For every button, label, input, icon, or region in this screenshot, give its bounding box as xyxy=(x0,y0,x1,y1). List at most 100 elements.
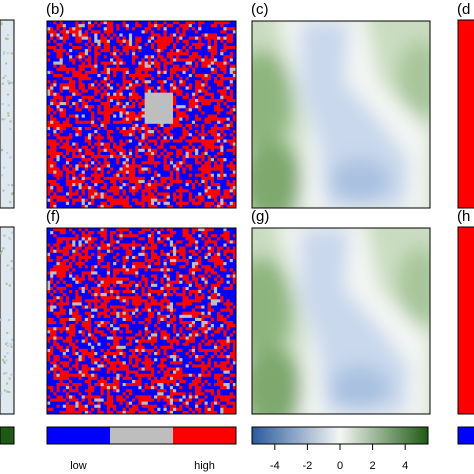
pixel xyxy=(106,271,111,275)
field-speck xyxy=(3,234,6,237)
pixel xyxy=(81,70,86,75)
pixel xyxy=(56,280,60,285)
pixel xyxy=(229,111,234,115)
pixel xyxy=(53,95,57,100)
pixel xyxy=(78,49,82,53)
pixel xyxy=(182,102,186,106)
pixel xyxy=(141,139,145,143)
pixel xyxy=(100,123,104,128)
pixel xyxy=(53,234,57,238)
pixel xyxy=(78,86,82,90)
pixel xyxy=(144,89,149,93)
pixel xyxy=(84,92,89,97)
pixel xyxy=(135,139,139,143)
pixel xyxy=(182,252,186,257)
pixel xyxy=(122,167,127,171)
pixel xyxy=(150,262,155,266)
pixel xyxy=(154,80,158,84)
pixel xyxy=(185,167,190,171)
pixel xyxy=(110,170,114,175)
field-speck xyxy=(11,82,14,85)
pixel xyxy=(91,64,95,69)
pixel xyxy=(198,80,202,84)
pixel xyxy=(213,290,218,294)
pixel xyxy=(87,145,92,150)
pixel xyxy=(56,61,60,65)
pixel xyxy=(62,36,67,40)
pixel xyxy=(69,61,73,65)
pixel xyxy=(65,198,70,203)
pixel xyxy=(188,231,193,235)
pixel xyxy=(150,228,155,232)
pixel xyxy=(87,136,92,140)
pixel xyxy=(232,186,237,190)
pixel xyxy=(150,283,155,288)
pixel xyxy=(128,262,133,266)
pixel xyxy=(188,277,193,281)
pixel xyxy=(75,290,79,294)
pixel xyxy=(47,39,51,44)
pixel xyxy=(69,283,73,288)
pixel xyxy=(56,158,60,162)
pixel xyxy=(116,280,120,285)
pixel xyxy=(141,136,145,140)
pixel xyxy=(106,155,111,159)
pixel xyxy=(188,45,193,50)
pixel xyxy=(191,120,196,125)
pixel xyxy=(217,114,221,118)
pixel xyxy=(157,252,161,257)
pixel xyxy=(81,286,86,291)
pixel xyxy=(119,36,123,40)
pixel xyxy=(150,265,155,269)
pixel xyxy=(191,39,196,44)
pixel xyxy=(113,92,117,97)
pixel xyxy=(169,176,174,181)
pixel xyxy=(128,183,133,187)
field-speck xyxy=(9,343,12,346)
pixel xyxy=(106,161,111,165)
pixel xyxy=(185,179,190,184)
pixel xyxy=(122,286,127,291)
pixel xyxy=(135,283,139,288)
pixel xyxy=(147,73,152,78)
field-speck xyxy=(5,371,8,374)
pixel xyxy=(217,286,221,291)
pixel xyxy=(154,39,158,44)
pixel xyxy=(78,271,82,275)
pixel xyxy=(135,39,139,44)
pixel xyxy=(122,246,127,250)
pixel xyxy=(94,195,98,199)
pixel xyxy=(81,240,86,244)
pixel xyxy=(204,228,208,232)
pixel xyxy=(226,114,230,118)
pixel xyxy=(125,246,130,250)
pixel xyxy=(50,42,54,47)
pixel xyxy=(185,21,190,25)
pixel xyxy=(135,252,139,257)
pixel xyxy=(198,271,202,275)
pixel xyxy=(56,45,60,50)
pixel xyxy=(81,277,86,281)
pixel xyxy=(150,151,155,156)
pixel xyxy=(204,255,208,260)
pixel xyxy=(157,142,161,146)
pixel xyxy=(110,277,114,281)
pixel xyxy=(116,201,120,206)
pixel xyxy=(135,268,139,272)
pixel xyxy=(157,98,161,103)
pixel xyxy=(56,36,60,40)
pixel xyxy=(135,49,139,53)
pixel xyxy=(185,42,190,47)
pixel xyxy=(91,36,95,40)
pixel xyxy=(91,145,95,150)
pixel xyxy=(144,120,149,125)
pixel xyxy=(191,231,196,235)
pixel xyxy=(84,42,89,47)
pixel xyxy=(150,274,155,278)
pixel xyxy=(179,142,183,146)
pixel xyxy=(198,61,202,65)
pixel xyxy=(94,198,98,203)
pixel xyxy=(147,111,152,115)
pixel xyxy=(188,195,193,199)
pixel xyxy=(157,117,161,122)
